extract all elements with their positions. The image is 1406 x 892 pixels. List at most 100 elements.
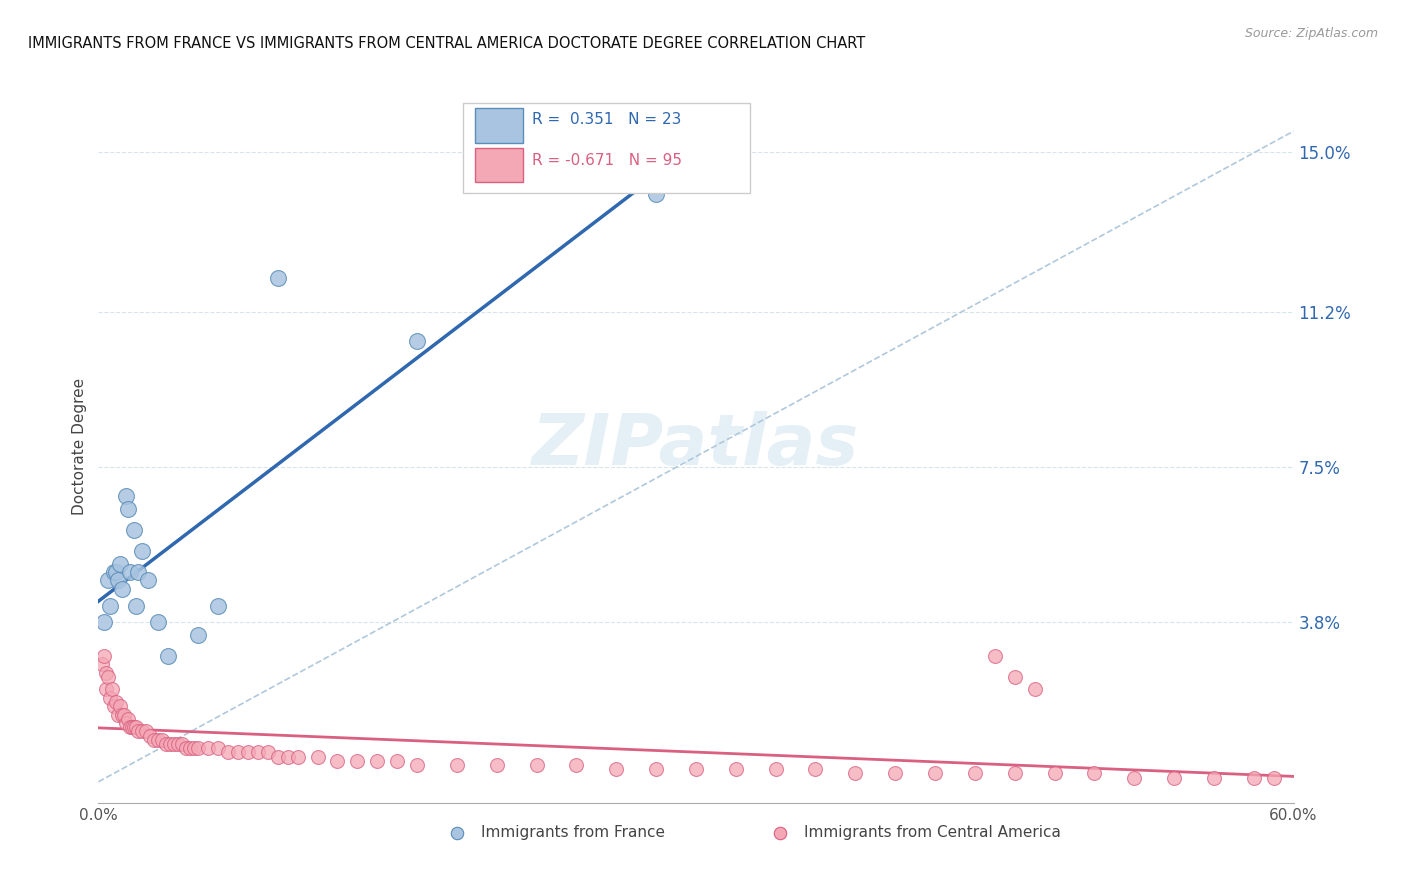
Point <box>103 699 125 714</box>
Point <box>103 565 125 579</box>
Point <box>226 746 249 760</box>
Point <box>105 695 128 709</box>
Point <box>326 754 349 768</box>
Text: ZIPatlas: ZIPatlas <box>533 411 859 481</box>
Point <box>287 749 309 764</box>
Point <box>1083 766 1105 780</box>
Point <box>97 670 120 684</box>
Point <box>117 502 139 516</box>
Point <box>246 746 269 760</box>
Point <box>117 712 139 726</box>
Text: Immigrants from France: Immigrants from France <box>481 825 665 840</box>
Point <box>197 741 219 756</box>
Point <box>136 574 159 588</box>
Text: Immigrants from Central America: Immigrants from Central America <box>804 825 1060 840</box>
Point <box>685 762 707 776</box>
Point <box>256 746 278 760</box>
Point <box>107 574 129 588</box>
Point <box>179 741 201 756</box>
Point <box>346 754 368 768</box>
Point <box>96 682 118 697</box>
Point <box>446 758 468 772</box>
Point <box>112 707 135 722</box>
Point <box>125 599 148 613</box>
Point <box>115 489 138 503</box>
Text: R =  0.351   N = 23: R = 0.351 N = 23 <box>533 112 682 127</box>
Point <box>124 720 146 734</box>
Point <box>110 699 132 714</box>
Point <box>101 682 124 697</box>
Point <box>207 741 229 756</box>
FancyBboxPatch shape <box>463 103 749 193</box>
Point <box>1004 766 1026 780</box>
Point <box>884 766 907 780</box>
Point <box>385 754 409 768</box>
Point <box>159 737 181 751</box>
FancyBboxPatch shape <box>475 109 523 143</box>
Point <box>277 749 299 764</box>
Point <box>172 737 194 751</box>
Point <box>139 729 162 743</box>
Point <box>157 648 180 663</box>
Point <box>565 758 588 772</box>
Point <box>93 648 115 663</box>
Point <box>124 523 146 537</box>
Point <box>984 648 1007 663</box>
Point <box>1163 771 1185 785</box>
Point <box>120 565 142 579</box>
Text: IMMIGRANTS FROM FRANCE VS IMMIGRANTS FROM CENTRAL AMERICA DOCTORATE DEGREE CORRE: IMMIGRANTS FROM FRANCE VS IMMIGRANTS FRO… <box>28 36 865 51</box>
Point <box>267 749 290 764</box>
Point <box>645 762 668 776</box>
Point <box>963 766 986 780</box>
Point <box>111 582 134 596</box>
Point <box>765 762 787 776</box>
Point <box>645 187 668 202</box>
Point <box>115 716 138 731</box>
Point <box>155 737 177 751</box>
Point <box>183 741 205 756</box>
Y-axis label: Doctorate Degree: Doctorate Degree <box>72 377 87 515</box>
Point <box>148 732 170 747</box>
Point <box>724 762 747 776</box>
Point <box>1263 771 1285 785</box>
Point <box>167 737 190 751</box>
Point <box>100 690 122 705</box>
Point <box>100 599 122 613</box>
Point <box>1024 682 1046 697</box>
Point <box>1243 771 1265 785</box>
Point <box>217 746 239 760</box>
Point <box>1043 766 1066 780</box>
Point <box>120 720 142 734</box>
Point <box>366 754 388 768</box>
Point <box>97 574 120 588</box>
Point <box>207 599 229 613</box>
Point <box>127 565 149 579</box>
Point <box>105 565 128 579</box>
Point <box>1202 771 1225 785</box>
Point <box>135 724 157 739</box>
Point <box>844 766 866 780</box>
Point <box>110 557 132 571</box>
Point <box>131 724 153 739</box>
Point <box>804 762 827 776</box>
Point <box>91 657 114 672</box>
FancyBboxPatch shape <box>475 148 523 182</box>
Text: Source: ZipAtlas.com: Source: ZipAtlas.com <box>1244 27 1378 40</box>
Point <box>187 628 209 642</box>
Point <box>150 732 173 747</box>
Point <box>125 720 148 734</box>
Point <box>163 737 186 751</box>
Point <box>605 762 627 776</box>
Point <box>307 749 329 764</box>
Point <box>148 615 170 630</box>
Point <box>107 707 129 722</box>
Point <box>1123 771 1146 785</box>
Point <box>187 741 209 756</box>
Point <box>121 720 143 734</box>
Point <box>526 758 548 772</box>
Point <box>236 746 259 760</box>
Point <box>93 615 115 630</box>
Point <box>924 766 946 780</box>
Point <box>96 665 118 680</box>
Text: R = -0.671   N = 95: R = -0.671 N = 95 <box>533 153 682 168</box>
